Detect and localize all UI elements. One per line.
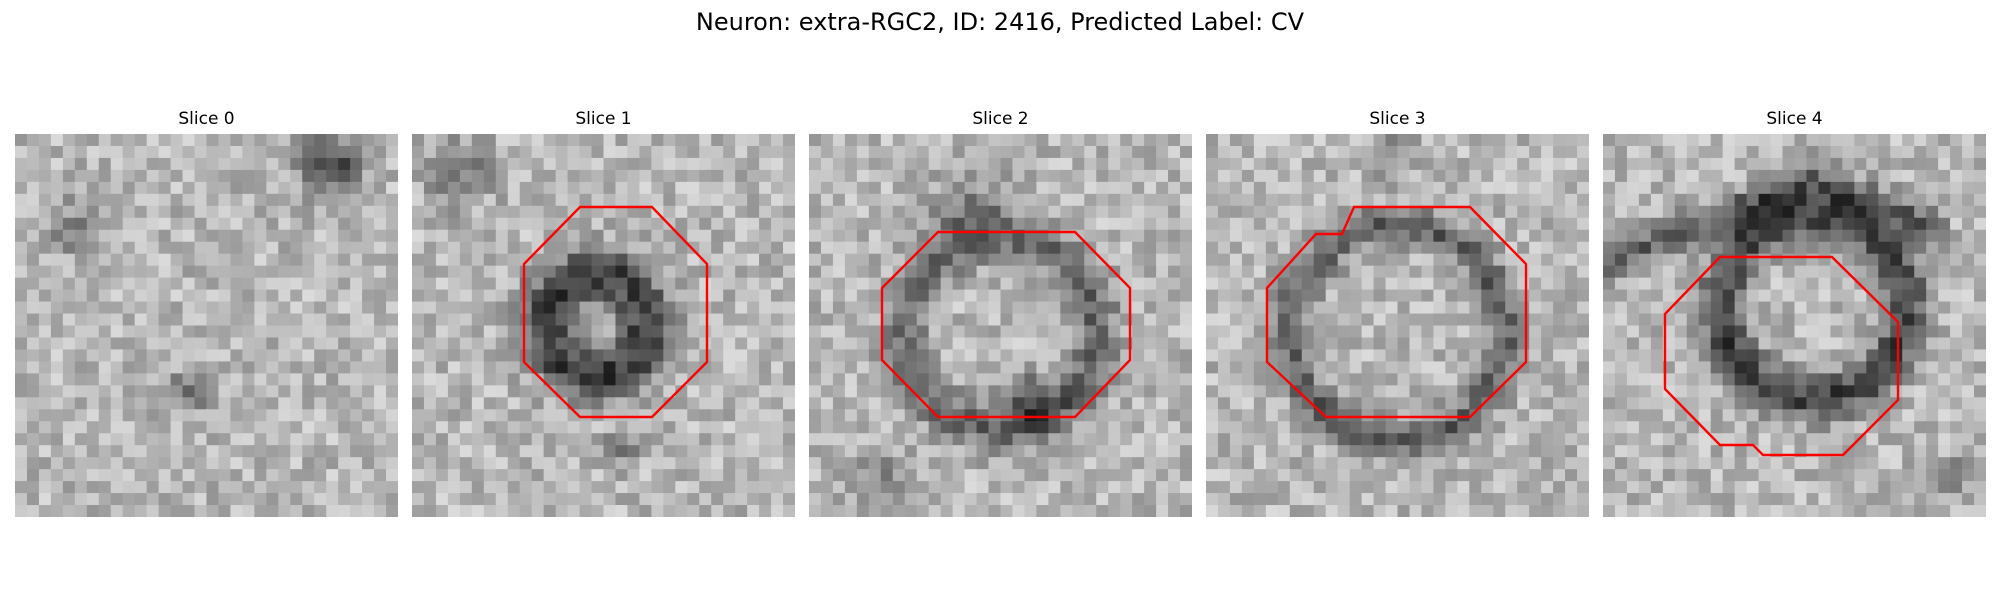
slice-3-title: Slice 3 [1369,109,1426,129]
slice-2-pixels [809,134,1192,517]
slice-3-image [1206,134,1589,517]
slice-4-image [1603,134,1986,517]
slice-0-image [15,134,398,517]
slice-0-title: Slice 0 [178,109,235,129]
slice-4-pixels [1603,134,1986,517]
slice-1-pixels [412,134,795,517]
slice-2-image [809,134,1192,517]
slice-4-title: Slice 4 [1766,109,1823,129]
slice-3-outline [1265,205,1528,419]
figure-title: Neuron: extra-RGC2, ID: 2416, Predicted … [695,8,1305,36]
slice-1-outline [522,205,709,419]
slice-1-image [412,134,795,517]
slice-4-outline [1663,255,1900,457]
slice-2-outline [880,230,1132,419]
slice-1-title: Slice 1 [575,109,632,129]
slice-0-pixels [15,134,398,517]
slice-3-pixels [1206,134,1589,517]
slice-2-title: Slice 2 [972,109,1029,129]
